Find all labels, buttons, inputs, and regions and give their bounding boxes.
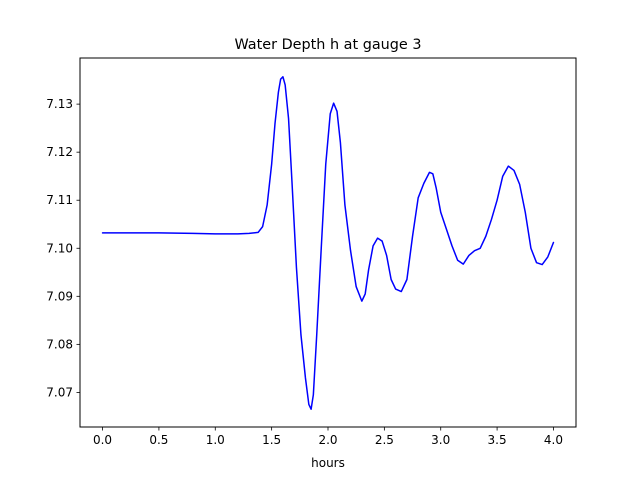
x-tick-label: 2.5 [375, 433, 394, 447]
x-tick-label: 2.0 [318, 433, 337, 447]
y-tick-label: 7.09 [46, 289, 73, 303]
y-tick-label: 7.10 [46, 241, 73, 255]
x-tick-label: 1.0 [206, 433, 225, 447]
x-axis: 0.0 0.5 1.0 1.5 2.0 2.5 3.0 3.5 4.0 [93, 427, 563, 447]
x-tick-label: 0.0 [93, 433, 112, 447]
y-tick-label: 7.08 [46, 337, 73, 351]
y-axis: 7.07 7.08 7.09 7.10 7.11 7.12 7.13 [46, 97, 80, 399]
series-line-0 [101, 75, 555, 410]
y-tick-label: 7.13 [46, 97, 73, 111]
x-tick-label: 3.0 [431, 433, 450, 447]
x-tick-label: 4.0 [544, 433, 563, 447]
y-tick-label: 7.12 [46, 145, 73, 159]
chart-title: Water Depth h at gauge 3 [234, 37, 421, 53]
y-tick-label: 7.11 [46, 193, 73, 207]
x-axis-label: hours [311, 456, 345, 470]
y-tick-label: 7.07 [46, 385, 73, 399]
x-tick-label: 1.5 [262, 433, 281, 447]
x-tick-label: 0.5 [149, 433, 168, 447]
x-tick-label: 3.5 [488, 433, 507, 447]
plot-area [101, 75, 555, 410]
